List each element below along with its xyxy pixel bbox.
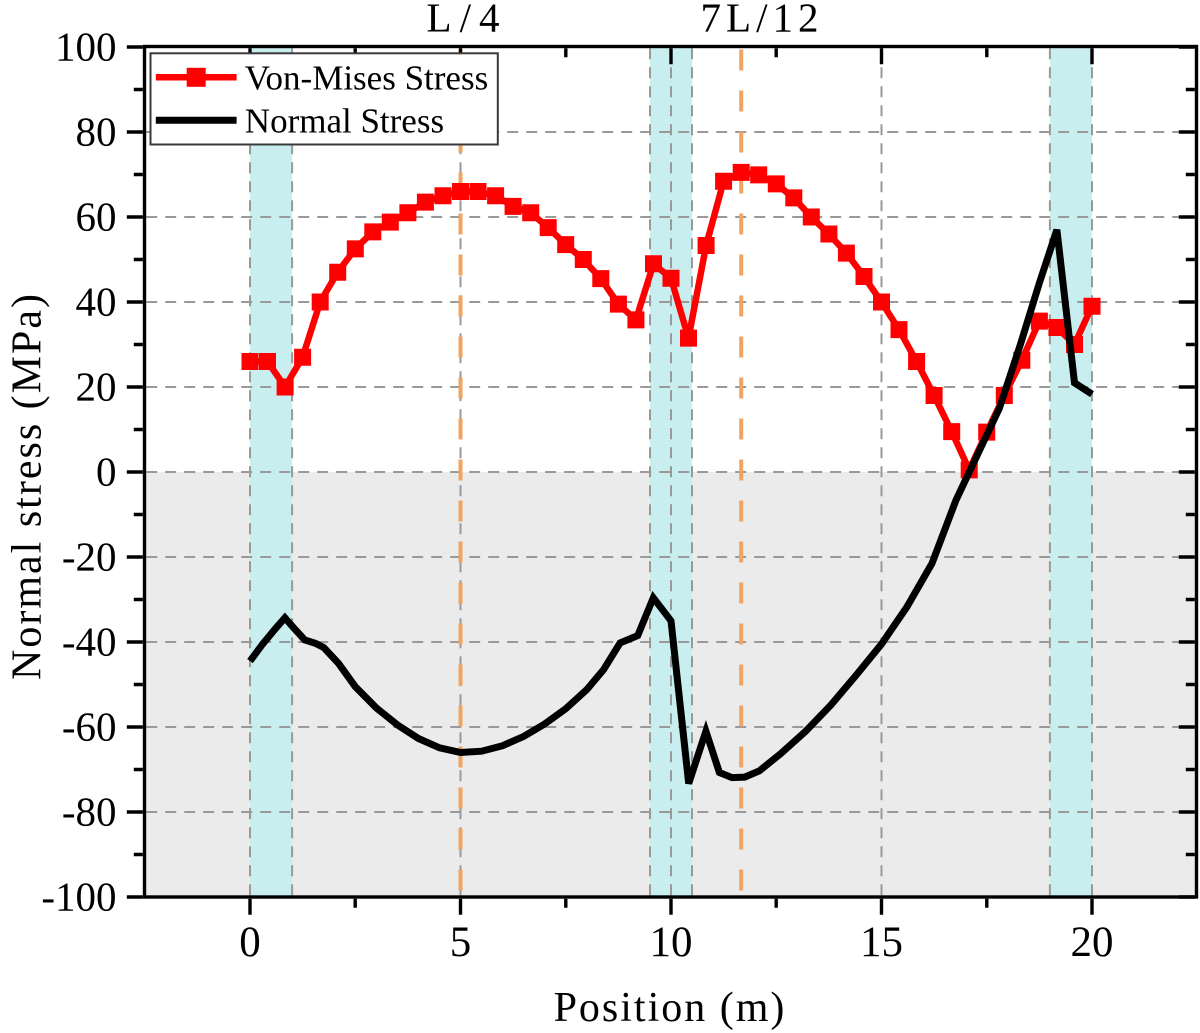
svg-text:10: 10 <box>650 919 693 966</box>
svg-text:Normal Stress: Normal Stress <box>245 102 444 141</box>
svg-text:Position (m): Position (m) <box>554 985 787 1031</box>
svg-text:Von-Mises Stress: Von-Mises Stress <box>245 59 488 98</box>
svg-text:5: 5 <box>450 919 472 966</box>
svg-text:100: 100 <box>55 24 117 70</box>
svg-text:Normal stress (MPa): Normal stress (MPa) <box>5 292 51 680</box>
svg-text:L/4: L/4 <box>427 0 508 41</box>
svg-text:-60: -60 <box>62 704 117 750</box>
svg-text:-40: -40 <box>62 619 117 665</box>
svg-text:40: 40 <box>76 279 117 325</box>
svg-text:-20: -20 <box>62 534 117 580</box>
svg-text:20: 20 <box>1071 919 1114 966</box>
svg-text:20: 20 <box>76 364 117 410</box>
svg-text:0: 0 <box>239 919 261 966</box>
svg-text:-100: -100 <box>41 874 116 920</box>
svg-text:80: 80 <box>76 109 117 155</box>
svg-text:7L/12: 7L/12 <box>701 0 824 41</box>
svg-text:15: 15 <box>860 919 903 966</box>
svg-text:0: 0 <box>96 449 117 495</box>
svg-text:-80: -80 <box>62 789 117 835</box>
svg-text:60: 60 <box>76 194 117 240</box>
